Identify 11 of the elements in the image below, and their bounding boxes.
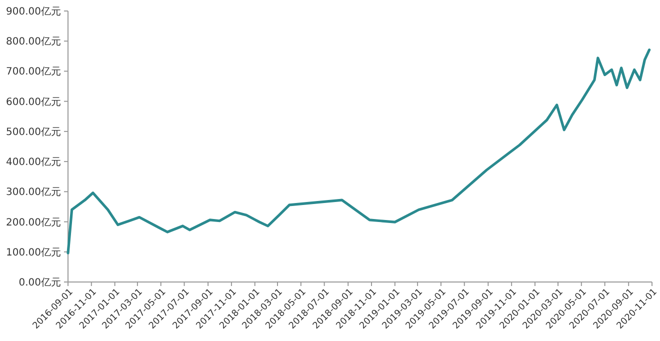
- line-series: [66, 48, 651, 254]
- y-tick-label: 600.00亿元: [6, 96, 61, 108]
- y-tick-label: 400.00亿元: [6, 157, 61, 168]
- y-tick-label: 900.00亿元: [6, 6, 61, 18]
- y-tick-label: 800.00亿元: [6, 36, 61, 48]
- y-tick-label: 300.00亿元: [6, 187, 61, 198]
- y-tick-label: 100.00亿元: [6, 247, 61, 258]
- y-tick-label: 200.00亿元: [6, 217, 61, 228]
- y-tick-label: 0.00亿元: [18, 278, 61, 288]
- y-tick-label: 500.00亿元: [6, 126, 61, 138]
- y-tick-label: 700.00亿元: [6, 66, 61, 78]
